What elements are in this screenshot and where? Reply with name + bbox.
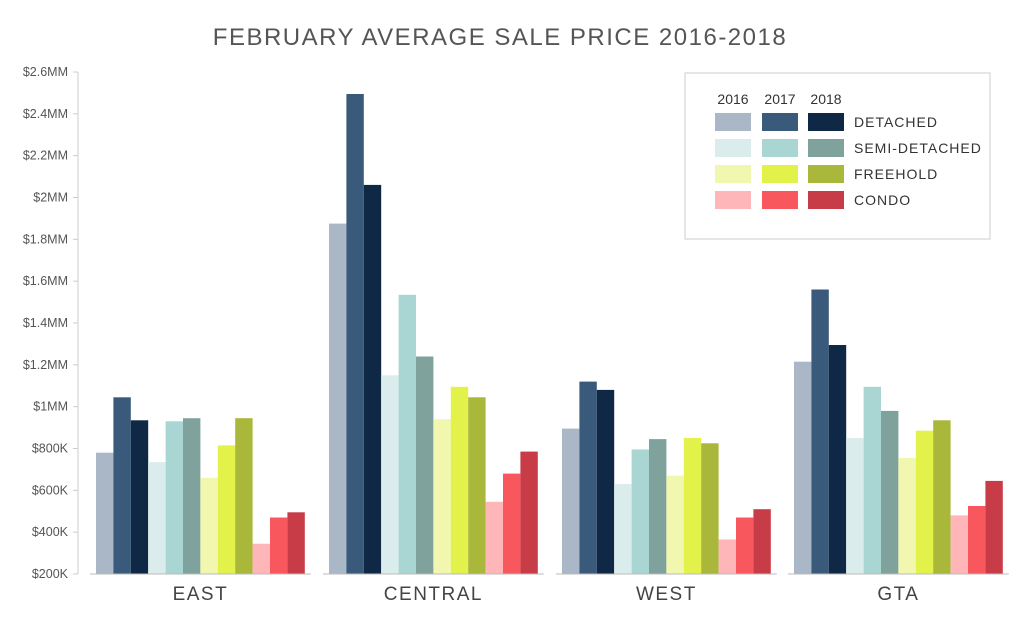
bar-west-semi-detached-2017 <box>631 449 649 574</box>
bar-east-freehold-2018 <box>235 418 253 574</box>
bar-gta-semi-detached-2018 <box>881 410 899 574</box>
legend-swatch-semi-detached-2016 <box>715 139 751 157</box>
y-tick-label: $200K <box>32 567 69 581</box>
y-tick-label: $1.6MM <box>23 274 68 288</box>
bar-groups <box>96 94 1003 574</box>
bar-central-freehold-2018 <box>468 397 486 574</box>
bar-west-detached-2018 <box>596 389 615 574</box>
bar-central-detached-2017 <box>346 94 364 574</box>
x-tick-label: CENTRAL <box>384 584 483 605</box>
legend-label-semi-detached: SEMI-DETACHED <box>854 140 982 156</box>
chart-title: FEBRUARY AVERAGE SALE PRICE 2016-2018 <box>213 24 787 51</box>
y-tick-label: $600K <box>32 483 69 497</box>
bar-east-detached-2016 <box>96 452 114 574</box>
bar-west-semi-detached-2016 <box>614 484 632 574</box>
y-tick-label: $2.4MM <box>23 107 68 121</box>
y-tick-label: $1.8MM <box>23 232 68 246</box>
x-tick-label: EAST <box>173 584 229 605</box>
legend-label-freehold: FREEHOLD <box>854 166 938 182</box>
bar-gta-condo-2018 <box>985 480 1003 574</box>
bar-group-gta <box>794 289 1003 574</box>
bar-gta-freehold-2017 <box>915 430 934 574</box>
y-tick-label: $2MM <box>33 191 68 205</box>
legend-label-condo: CONDO <box>854 192 911 208</box>
legend-swatch-condo-2017 <box>762 191 798 209</box>
legend: 2016 2017 2018 DETACHED SEMI-DETACHED FREEHOL… <box>684 72 991 240</box>
bar-west-detached-2017 <box>579 381 597 574</box>
bar-east-semi-detached-2017 <box>165 421 183 574</box>
bar-central-semi-detached-2016 <box>381 375 399 574</box>
bar-east-condo-2017 <box>270 517 288 574</box>
legend-swatch-freehold-2018 <box>808 165 844 183</box>
legend-swatch-semi-detached-2018 <box>808 139 844 157</box>
bar-gta-condo-2016 <box>950 515 968 574</box>
bar-central-detached-2018 <box>363 184 382 574</box>
bar-central-condo-2018 <box>520 451 538 574</box>
bar-east-semi-detached-2018 <box>183 418 201 574</box>
bar-west-freehold-2017 <box>683 438 702 574</box>
bar-central-detached-2016 <box>329 223 347 574</box>
legend-swatch-detached-2017 <box>762 113 798 131</box>
bar-east-detached-2018 <box>130 420 149 574</box>
bar-gta-detached-2016 <box>794 361 812 574</box>
legend-swatch-semi-detached-2017 <box>762 139 798 157</box>
bar-gta-freehold-2018 <box>933 420 951 574</box>
legend-swatch-detached-2016 <box>715 113 751 131</box>
bar-west-detached-2016 <box>562 428 580 574</box>
bar-west-condo-2017 <box>736 517 754 574</box>
bar-central-condo-2016 <box>485 501 503 574</box>
bar-central-semi-detached-2018 <box>416 356 434 574</box>
legend-year-2018: 2018 <box>810 91 841 107</box>
legend-swatch-freehold-2016 <box>715 165 751 183</box>
bar-east-freehold-2017 <box>217 445 236 574</box>
bar-central-condo-2017 <box>503 473 521 574</box>
legend-label-detached: DETACHED <box>854 114 938 130</box>
bar-central-freehold-2017 <box>450 386 469 574</box>
x-axis: EAST CENTRAL WEST GTA <box>90 573 1009 605</box>
bar-west-freehold-2018 <box>701 443 719 574</box>
bar-gta-detached-2017 <box>811 289 829 574</box>
y-tick-label: $1.2MM <box>23 358 68 372</box>
y-tick-label: $2.6MM <box>23 65 68 79</box>
legend-swatch-freehold-2017 <box>762 165 798 183</box>
y-tick-label: $2.2MM <box>23 149 68 163</box>
y-axis: $200K $400K $600K $800K $1MM $1.2MM $1.4MM $1.6… <box>23 65 79 581</box>
bar-east-semi-detached-2016 <box>148 462 166 574</box>
legend-swatch-condo-2018 <box>808 191 844 209</box>
bar-gta-semi-detached-2017 <box>863 386 881 574</box>
y-tick-label: $400K <box>32 525 69 539</box>
x-tick-label: GTA <box>877 584 919 605</box>
bar-gta-detached-2018 <box>828 345 847 574</box>
legend-year-2017: 2017 <box>764 91 795 107</box>
y-tick-label: $1MM <box>33 400 68 414</box>
bar-east-condo-2016 <box>252 543 270 574</box>
x-tick-label: WEST <box>636 584 697 605</box>
bar-west-condo-2018 <box>753 509 771 574</box>
bar-group-west <box>562 381 771 574</box>
bar-gta-semi-detached-2016 <box>846 438 864 574</box>
bar-west-freehold-2016 <box>666 475 684 574</box>
y-tick-label: $1.4MM <box>23 316 68 330</box>
bar-central-semi-detached-2017 <box>398 294 416 574</box>
legend-swatch-detached-2018 <box>808 113 844 131</box>
bar-group-central <box>329 94 538 574</box>
bar-east-condo-2018 <box>287 512 305 574</box>
bar-east-freehold-2016 <box>200 477 218 574</box>
bar-west-semi-detached-2018 <box>649 439 667 574</box>
bar-east-detached-2017 <box>113 397 131 574</box>
bar-group-east <box>96 397 305 574</box>
bar-gta-condo-2017 <box>968 506 986 574</box>
legend-year-2016: 2016 <box>717 91 748 107</box>
bar-gta-freehold-2016 <box>898 457 916 574</box>
y-tick-label: $800K <box>32 442 69 456</box>
bar-central-freehold-2016 <box>433 419 451 574</box>
bar-west-condo-2016 <box>718 539 736 574</box>
legend-swatch-condo-2016 <box>715 191 751 209</box>
